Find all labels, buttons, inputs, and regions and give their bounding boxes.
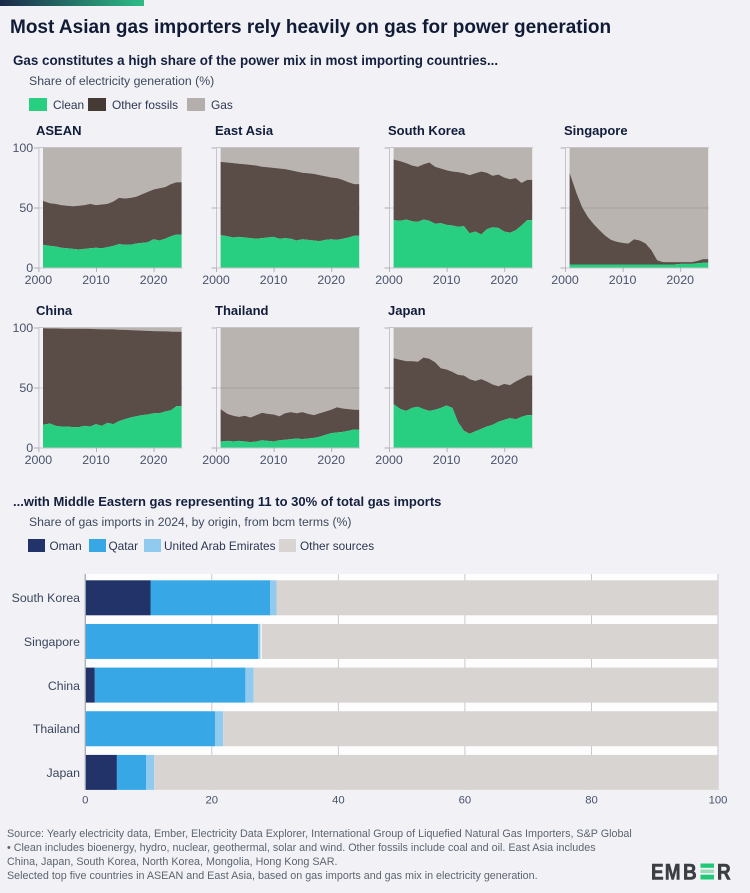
svg-text:2010: 2010 (82, 273, 110, 287)
svg-text:2000: 2000 (202, 273, 230, 287)
svg-text:0: 0 (26, 441, 33, 455)
svg-text:2010: 2010 (433, 453, 461, 467)
svg-text:2000: 2000 (25, 453, 53, 467)
svg-text:0: 0 (82, 795, 88, 807)
svg-text:60: 60 (459, 795, 472, 807)
svg-text:2000: 2000 (551, 273, 579, 287)
svg-text:2000: 2000 (375, 273, 403, 287)
svg-text:100: 100 (709, 795, 728, 807)
svg-text:2000: 2000 (375, 453, 403, 467)
svg-text:40: 40 (332, 795, 345, 807)
svg-text:2020: 2020 (317, 453, 345, 467)
svg-text:2010: 2010 (433, 273, 461, 287)
svg-text:2020: 2020 (140, 273, 168, 287)
svg-text:2000: 2000 (25, 273, 53, 287)
svg-text:100: 100 (13, 141, 34, 155)
svg-text:2010: 2010 (260, 453, 288, 467)
svg-text:2020: 2020 (666, 273, 694, 287)
svg-text:B: B (683, 862, 697, 881)
svg-text:2020: 2020 (490, 453, 518, 467)
svg-text:2000: 2000 (202, 453, 230, 467)
svg-text:M: M (665, 862, 681, 881)
svg-text:20: 20 (206, 795, 219, 807)
svg-text:0: 0 (26, 261, 33, 275)
svg-text:2020: 2020 (140, 453, 168, 467)
svg-text:80: 80 (585, 795, 598, 807)
svg-text:2020: 2020 (490, 273, 518, 287)
svg-text:50: 50 (19, 201, 33, 215)
svg-text:100: 100 (13, 321, 34, 335)
svg-text:2010: 2010 (82, 453, 110, 467)
svg-text:50: 50 (19, 381, 33, 395)
svg-text:E: E (651, 862, 664, 881)
svg-text:2020: 2020 (317, 273, 345, 287)
svg-text:R: R (717, 862, 731, 881)
svg-text:2010: 2010 (609, 273, 637, 287)
svg-text:2010: 2010 (260, 273, 288, 287)
